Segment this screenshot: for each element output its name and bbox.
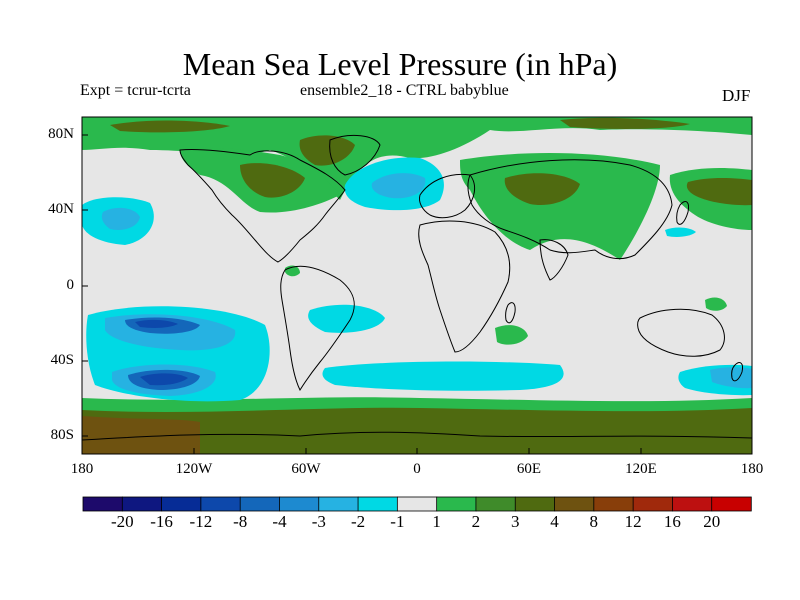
colorbar-swatch	[357, 496, 399, 512]
north-america-brown-region	[240, 163, 305, 198]
arctic-brown-band-east	[560, 117, 690, 129]
colorbar-swatch	[200, 496, 241, 512]
japan-coast	[676, 201, 689, 225]
colorbar-swatch	[514, 496, 556, 512]
lon-label-120e: 120E	[625, 461, 657, 477]
colorbar-label: 20	[703, 512, 721, 531]
south-atlantic-low	[308, 304, 385, 333]
india-coast	[539, 239, 569, 281]
new-zealand-coast	[731, 362, 743, 382]
map-title: Mean Sea Level Pressure (in hPa)	[182, 46, 618, 82]
coastlines	[82, 134, 752, 441]
colorbar-swatch	[396, 496, 438, 512]
lon-label-120w: 120W	[175, 461, 213, 477]
colorbar-label: 4	[550, 512, 559, 531]
siberia-brown-region	[504, 173, 580, 206]
season-label: DJF	[722, 86, 751, 105]
lat-label-0: 0	[66, 277, 75, 293]
colorbar-label: 2	[471, 512, 481, 531]
colorbar-label: -3	[311, 512, 326, 531]
south-africa-green-region	[495, 325, 528, 345]
lon-label-180-west: 180	[70, 461, 94, 477]
antarctica-coast	[82, 431, 752, 441]
south-pacific-low-core-deep	[135, 319, 178, 328]
asia-coast	[467, 159, 673, 260]
colorbar-swatch	[672, 496, 713, 512]
colorbar-swatch	[239, 496, 281, 512]
colorbar-label: 12	[624, 512, 642, 531]
colorbar-label: -16	[150, 512, 173, 531]
colorbar	[82, 496, 752, 512]
colorbar-swatch	[554, 496, 595, 512]
axis-ticks	[81, 134, 753, 454]
africa-coast	[418, 220, 511, 353]
ensemble-label: ensemble2_18 - CTRL babyblue	[300, 82, 509, 99]
lat-label-80n: 80N	[48, 126, 74, 142]
colorbar-label: 16	[663, 512, 681, 531]
west-australia-green-region	[705, 297, 727, 311]
colorbar-swatch	[593, 496, 634, 512]
colorbar-label: 8	[589, 512, 599, 531]
colorbar-label: -12	[189, 512, 213, 531]
australia-coast	[637, 308, 725, 357]
north-atlantic-low-core	[371, 173, 426, 199]
colorbar-swatch	[82, 496, 123, 512]
colorbar-swatch	[279, 496, 320, 512]
south-pacific-low-2-deep	[140, 373, 188, 386]
colorbar-swatch	[161, 496, 202, 512]
north-pacific-low-core	[101, 207, 140, 230]
greenland-brown-region	[299, 135, 355, 166]
madagascar-coast	[505, 302, 516, 324]
colorbar-swatch	[632, 496, 674, 512]
colorbar-label: 1	[432, 512, 441, 531]
lon-label-60w: 60W	[291, 461, 321, 477]
south-america-coast	[280, 265, 355, 392]
colorbar-swatch	[121, 496, 163, 512]
lon-label-0: 0	[413, 461, 421, 477]
lon-label-180-east: 180	[740, 461, 764, 477]
greenland-coast	[329, 134, 381, 176]
lat-label-80s: 80S	[50, 427, 74, 443]
lat-label-40n: 40N	[48, 201, 74, 217]
arctic-brown-band	[110, 120, 230, 133]
colorbar-label: -1	[390, 512, 405, 531]
north-america-coast	[179, 148, 346, 263]
colorbar-label: -2	[351, 512, 366, 531]
colorbar-swatch	[318, 496, 359, 512]
colorbar-label: -8	[233, 512, 248, 531]
north-pacific-small-low	[665, 227, 696, 237]
colorbar-swatch	[436, 496, 477, 512]
colorbar-label: -20	[110, 512, 134, 531]
pacific-north-brown-region	[686, 178, 752, 206]
antarctica-dark-brown-region	[82, 416, 200, 454]
antarctica-brown-region	[82, 407, 752, 454]
colorbar-swatch	[475, 496, 516, 512]
europe-coast	[419, 173, 476, 219]
experiment-label: Expt = tcrur-tcrta	[80, 82, 191, 99]
southern-ocean-low	[322, 361, 564, 391]
colorbar-swatch	[711, 496, 752, 512]
colorbar-label: -4	[272, 512, 287, 531]
colorbar-label: 3	[510, 512, 520, 531]
lon-label-60e: 60E	[516, 461, 542, 477]
arctic-green-band	[82, 117, 752, 200]
lat-label-40s: 40S	[50, 352, 74, 368]
